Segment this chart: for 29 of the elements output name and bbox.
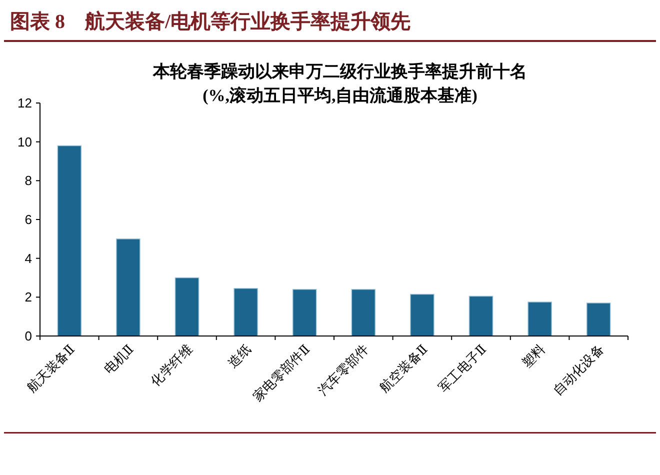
y-tick-label: 8 [24, 173, 32, 188]
y-tick-label: 10 [18, 134, 32, 150]
bar [528, 302, 552, 336]
x-tick-label: 塑料 [518, 342, 548, 371]
bar [57, 145, 82, 336]
chart-subtitle: (%,滚动五日平均,自由流通股本基准) [202, 86, 478, 105]
bar [116, 238, 140, 336]
text: 图表 8 航天装备/电机等行业换手率提升领先 [10, 10, 411, 33]
y-tick-label: 12 [18, 96, 32, 111]
bar [586, 302, 611, 336]
chart-title: 本轮春季躁动以来申万二级行业换手率提升前十名 [152, 62, 527, 81]
bar [234, 288, 258, 336]
bar [351, 289, 376, 336]
y-tick-label: 4 [24, 250, 32, 266]
bar [292, 289, 317, 336]
x-tick-label: 汽车零部件 [314, 342, 372, 398]
x-tick-label: 电机Ⅱ [101, 341, 136, 377]
x-tick-label: 航天装备Ⅱ [24, 341, 78, 396]
x-tick-label: 造纸 [224, 342, 254, 371]
y-tick-label: 2 [24, 290, 32, 305]
x-tick-label: 军工电子Ⅱ [435, 341, 490, 396]
x-tick-label: 化学纤维 [148, 342, 196, 389]
bar [174, 277, 200, 336]
bar [468, 296, 494, 336]
bar [410, 294, 434, 336]
x-tick-label: 航空装备Ⅱ [376, 341, 430, 396]
y-tick-label: 6 [24, 212, 32, 228]
y-tick-label: 0 [24, 328, 32, 344]
x-tick-label: 自动化设备 [550, 342, 607, 398]
